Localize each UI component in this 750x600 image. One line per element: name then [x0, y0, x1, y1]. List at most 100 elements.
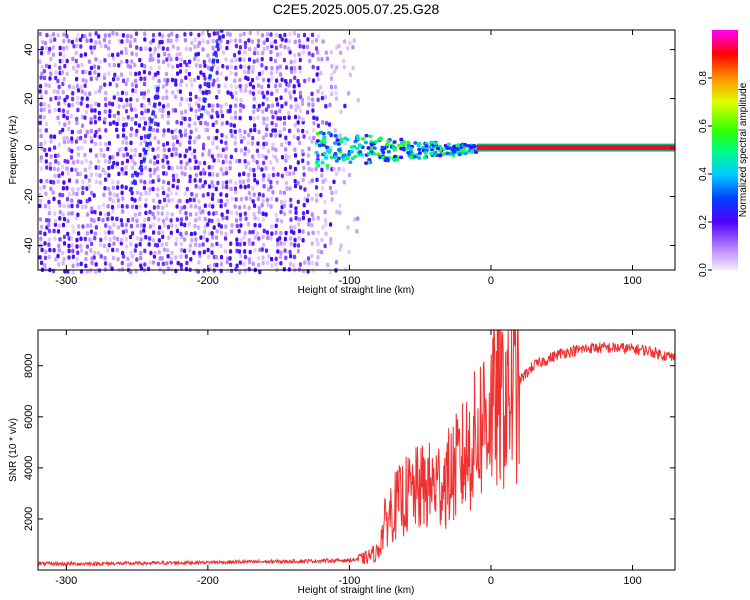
- heatmap-cell: [39, 166, 43, 171]
- heatmap-cell: [417, 147, 422, 152]
- heatmap-cell: [324, 104, 328, 109]
- heatmap-cell: [194, 242, 198, 247]
- heatmap-cell: [70, 203, 74, 209]
- heatmap-cell: [179, 165, 183, 170]
- heatmap-cell: [190, 237, 194, 243]
- heatmap-cell: [324, 222, 328, 227]
- heatmap-cell: [53, 211, 57, 216]
- heatmap-cell: [156, 70, 160, 76]
- heatmap-cell: [216, 65, 220, 71]
- heatmap-cell: [256, 141, 260, 146]
- heatmap-cell: [266, 149, 271, 154]
- heatmap-cell: [69, 155, 74, 160]
- heatmap-cell: [157, 250, 161, 255]
- heatmap-cell: [225, 45, 229, 51]
- heatmap-cell: [243, 184, 247, 190]
- heatmap-cell: [183, 116, 187, 122]
- heatmap-cell: [329, 76, 333, 82]
- heatmap-cell: [153, 84, 157, 90]
- heatmap-cell: [99, 152, 103, 158]
- heatmap-cell: [130, 204, 135, 209]
- heatmap-cell: [49, 186, 53, 191]
- heatmap-cell: [261, 90, 265, 96]
- heatmap-cell: [171, 44, 175, 49]
- heatmap-cell: [93, 114, 97, 120]
- heatmap-cell: [108, 262, 112, 268]
- heatmap-cell: [133, 153, 137, 158]
- heatmap-cell: [247, 148, 251, 154]
- heatmap-cell: [297, 222, 301, 227]
- heatmap-cell: [246, 221, 251, 227]
- heatmap-cell: [162, 190, 166, 196]
- heatmap-cell: [296, 136, 300, 141]
- heatmap-cell: [284, 230, 288, 236]
- heatmap-cell: [108, 191, 112, 196]
- heatmap-cell: [337, 43, 341, 49]
- heatmap-cell: [194, 101, 198, 106]
- heatmap-cell: [271, 114, 275, 120]
- heatmap-cell: [381, 155, 386, 160]
- heatmap-cell: [122, 133, 126, 138]
- heatmap-cell: [233, 38, 237, 43]
- heatmap-cell: [110, 102, 115, 107]
- heatmap-cell: [196, 58, 200, 63]
- heatmap-cell: [316, 56, 320, 62]
- heatmap-cell: [210, 218, 214, 224]
- heatmap-cell: [138, 204, 142, 209]
- heatmap-cell: [261, 50, 265, 56]
- heatmap-cell: [53, 153, 58, 159]
- heatmap-cell: [302, 134, 306, 139]
- heatmap-cell: [133, 148, 137, 153]
- heatmap-cell: [174, 94, 178, 99]
- heatmap-cell: [230, 229, 234, 234]
- heatmap-cell: [48, 161, 52, 167]
- heatmap-cell: [116, 198, 120, 203]
- heatmap-cell: [76, 203, 80, 209]
- heatmap-cell: [83, 52, 88, 57]
- heatmap-cell: [112, 235, 116, 241]
- heatmap-cell: [45, 32, 49, 38]
- heatmap-cell: [321, 120, 325, 125]
- heatmap-cell: [289, 59, 293, 65]
- heatmap-cell: [108, 62, 112, 68]
- heatmap-cell: [210, 114, 214, 120]
- heatmap-cell: [233, 53, 237, 58]
- heatmap-cell: [44, 159, 48, 164]
- heatmap-cell: [51, 32, 56, 37]
- heatmap-cell: [148, 179, 152, 185]
- heatmap-cell: [350, 156, 355, 160]
- heatmap-cell: [255, 180, 260, 185]
- heatmap-cell: [275, 69, 279, 74]
- heatmap-cell: [282, 126, 286, 132]
- heatmap-cell: [85, 231, 90, 236]
- heatmap-cell: [140, 103, 144, 108]
- heatmap-cell: [239, 223, 243, 228]
- heatmap-cell: [163, 197, 167, 203]
- heatmap-cell: [135, 223, 140, 228]
- heatmap-cell: [243, 254, 248, 260]
- heatmap-cell: [97, 165, 101, 170]
- heatmap-cell: [323, 199, 327, 205]
- heatmap-cell: [138, 152, 142, 158]
- heatmap-cell: [202, 234, 206, 240]
- heatmap-cell: [306, 160, 310, 166]
- heatmap-cell: [147, 216, 151, 222]
- heatmap-cell: [117, 104, 121, 109]
- heatmap-cell: [53, 145, 57, 150]
- heatmap-cell: [225, 120, 229, 126]
- heatmap-cell: [260, 247, 264, 252]
- heatmap-cell: [135, 218, 139, 223]
- heatmap-cell: [134, 78, 138, 84]
- heatmap-cell: [70, 148, 74, 154]
- heatmap-cell: [160, 39, 164, 45]
- heatmap-cell: [224, 231, 228, 237]
- heatmap-cell: [194, 94, 198, 100]
- heatmap-cell: [175, 119, 179, 125]
- heatmap-cell: [344, 267, 348, 272]
- heatmap-cell: [215, 70, 219, 75]
- heatmap-cell: [58, 129, 62, 135]
- heatmap-cell: [297, 235, 301, 241]
- heatmap-cell: [119, 146, 123, 151]
- heatmap-cell: [52, 166, 56, 171]
- heatmap-cell: [148, 159, 153, 164]
